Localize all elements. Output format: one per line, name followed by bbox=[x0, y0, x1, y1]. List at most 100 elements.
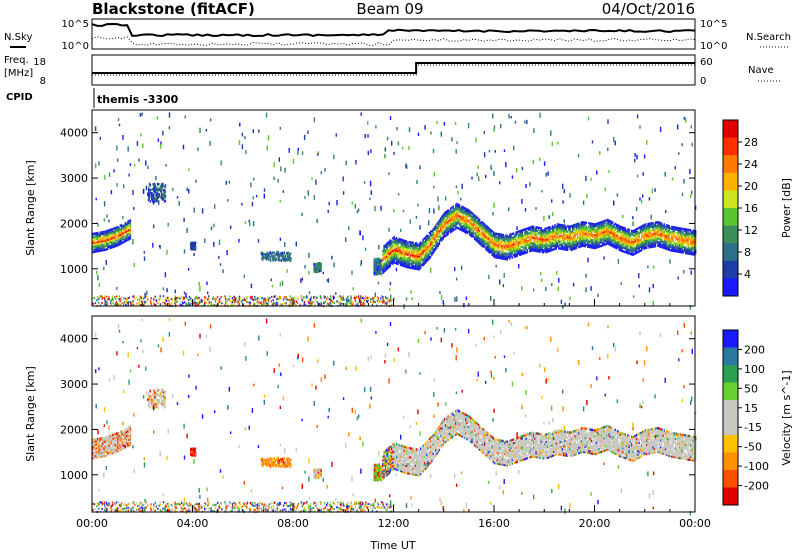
echo-cell bbox=[380, 273, 382, 276]
echo-cell bbox=[517, 243, 520, 246]
echo-cell bbox=[97, 240, 99, 244]
echo-cell bbox=[102, 238, 104, 241]
echo-cell bbox=[422, 245, 424, 249]
echo-cell bbox=[399, 254, 402, 257]
echo-cell bbox=[318, 262, 320, 265]
echo-cell bbox=[129, 231, 132, 235]
echo-cell bbox=[634, 234, 637, 237]
echo-cell bbox=[487, 243, 490, 246]
echo-cell bbox=[564, 248, 566, 251]
echo-cell bbox=[690, 249, 692, 252]
echo-cell bbox=[473, 232, 476, 235]
echo-cell bbox=[593, 237, 595, 240]
echo-cell bbox=[483, 234, 486, 237]
echo-cell bbox=[502, 237, 505, 240]
echo-cell bbox=[452, 220, 454, 223]
echo-cell bbox=[555, 238, 557, 241]
echo-cell bbox=[442, 226, 444, 229]
echo-cell bbox=[529, 244, 531, 247]
echo-cell bbox=[561, 231, 564, 234]
echo-cell bbox=[445, 234, 447, 237]
echo-cell bbox=[674, 226, 677, 229]
echo-cell bbox=[119, 231, 121, 235]
echo-cell bbox=[524, 251, 526, 255]
echo-cell bbox=[690, 243, 692, 247]
echo-cell bbox=[98, 297, 100, 300]
echo-cell bbox=[105, 304, 107, 307]
echo-cell bbox=[566, 234, 569, 237]
echo-cell bbox=[683, 242, 686, 245]
echo-cell bbox=[278, 253, 280, 256]
echo-cell bbox=[391, 249, 393, 252]
echo-cell bbox=[386, 260, 388, 264]
echo-cell bbox=[93, 245, 95, 248]
echo-cell bbox=[583, 232, 585, 235]
echo-cell bbox=[450, 209, 452, 212]
echo-cell bbox=[125, 301, 128, 304]
echo-cell bbox=[413, 245, 415, 248]
echo-cell bbox=[534, 238, 536, 242]
echo-cell bbox=[554, 226, 556, 229]
echo-cell bbox=[692, 238, 694, 242]
echo-cell bbox=[482, 227, 485, 230]
echo-cell bbox=[597, 222, 599, 225]
echo-cell bbox=[198, 300, 200, 303]
echo-cell bbox=[108, 229, 110, 232]
echo-cell bbox=[465, 207, 467, 210]
echo-cell bbox=[393, 254, 395, 257]
echo-cell bbox=[554, 245, 556, 249]
echo-cell bbox=[478, 224, 481, 227]
echo-cell bbox=[404, 252, 407, 256]
echo-cell bbox=[104, 248, 106, 251]
echo-cell bbox=[681, 247, 683, 250]
echo-cell bbox=[579, 245, 581, 248]
echo-cell bbox=[535, 228, 537, 231]
echo-cell bbox=[447, 214, 449, 217]
echo-cell bbox=[412, 263, 414, 266]
echo-cell bbox=[145, 300, 147, 303]
echo-cell bbox=[414, 251, 417, 254]
echo-cell bbox=[438, 222, 441, 226]
echo-cell bbox=[653, 238, 655, 241]
echo-cell bbox=[477, 233, 480, 237]
echo-cell bbox=[687, 234, 689, 237]
echo-cell bbox=[124, 221, 127, 225]
echo-cell bbox=[457, 203, 459, 206]
echo-cell bbox=[398, 250, 400, 253]
echo-cell bbox=[648, 246, 650, 249]
echo-cell bbox=[654, 230, 657, 233]
echo-cell bbox=[210, 302, 212, 305]
echo-cell bbox=[226, 298, 228, 301]
echo-cell bbox=[672, 227, 674, 231]
echo-cell bbox=[319, 295, 321, 298]
echo-cell bbox=[397, 257, 399, 260]
echo-cell bbox=[693, 235, 696, 238]
echo-cell bbox=[489, 251, 491, 254]
echo-cell bbox=[526, 236, 529, 239]
echo-cell bbox=[238, 295, 241, 298]
echo-cell bbox=[447, 209, 449, 212]
echo-cell bbox=[396, 262, 398, 265]
echo-cell bbox=[652, 265, 655, 269]
echo-cell bbox=[473, 221, 476, 224]
echo-cell bbox=[686, 230, 688, 233]
beam-title: Beam 09 bbox=[356, 0, 423, 18]
echo-cell bbox=[573, 227, 575, 231]
echo-cell bbox=[92, 240, 94, 243]
echo-cell bbox=[300, 298, 303, 301]
echo-cell bbox=[636, 244, 638, 247]
echo-cell bbox=[399, 238, 402, 241]
echo-cell bbox=[275, 253, 278, 256]
echo-cell bbox=[433, 226, 436, 229]
echo-cell bbox=[610, 242, 613, 245]
echo-cell bbox=[451, 213, 453, 217]
echo-cell bbox=[521, 241, 523, 245]
echo-cell bbox=[525, 229, 527, 232]
echo-cell bbox=[456, 213, 458, 217]
echo-cell bbox=[440, 294, 443, 300]
echo-cell bbox=[559, 229, 561, 232]
echo-cell bbox=[686, 228, 688, 231]
echo-cell bbox=[563, 237, 565, 240]
echo-cell bbox=[658, 243, 660, 246]
echo-cell bbox=[525, 245, 527, 249]
